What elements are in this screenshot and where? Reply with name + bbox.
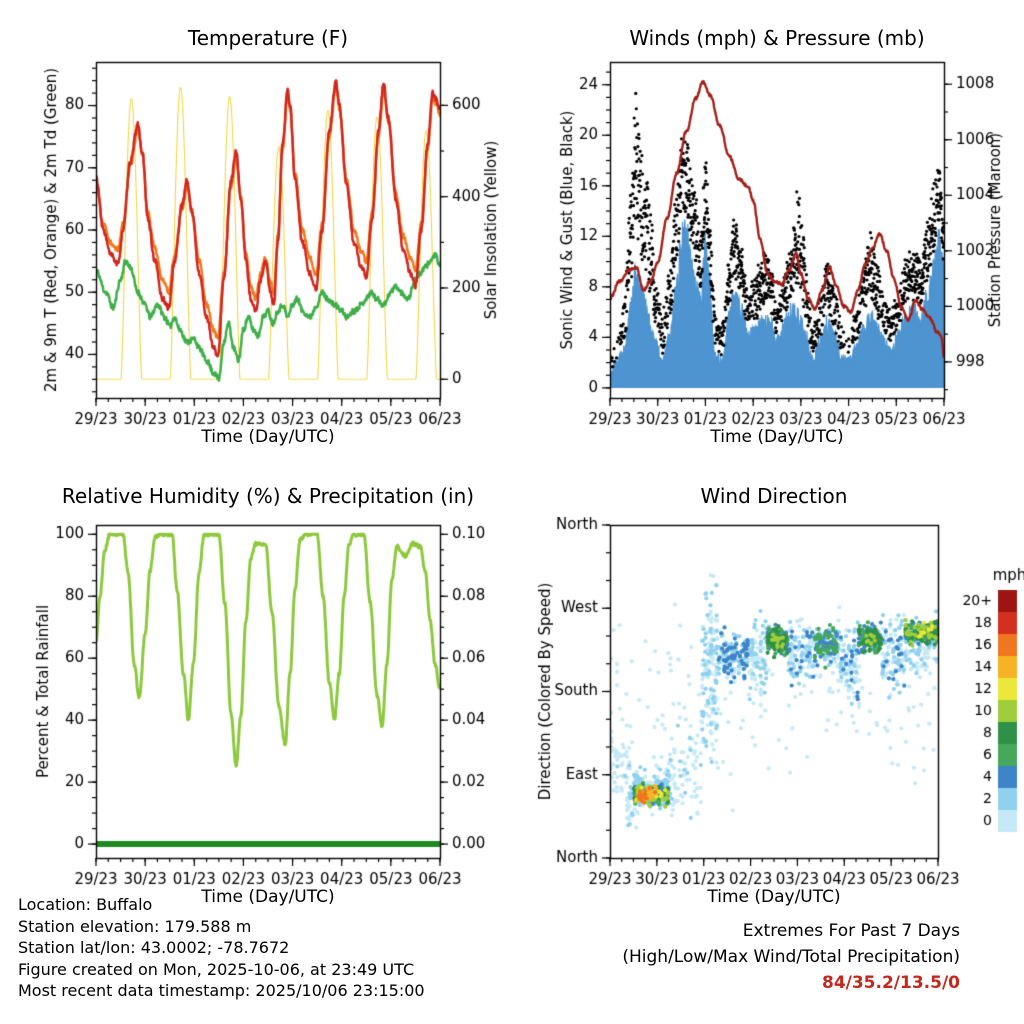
temperature-panel: Temperature (F) Time (Day/UTC) [0, 0, 512, 462]
winds-pressure-panel: Winds (mph) & Pressure (mb) Time (Day/UT… [512, 0, 1024, 462]
extremes-block: Extremes For Past 7 Days (High/Low/Max W… [536, 918, 960, 996]
extremes-values: 84/35.2/13.5/0 [821, 973, 960, 993]
station-location: Location: Buffalo [18, 895, 153, 914]
temperature-xlabel: Time (Day/UTC) [201, 427, 335, 447]
humidity-precip-xlabel: Time (Day/UTC) [201, 887, 335, 907]
wind-direction-panel: Wind Direction Time (Day/UTC) [512, 462, 1024, 922]
station-info: Location: Buffalo Station elevation: 179… [18, 894, 425, 1002]
humidity-precip-plot-canvas [0, 462, 512, 922]
extremes-title: Extremes For Past 7 Days [742, 921, 960, 941]
humidity-precip-panel: Relative Humidity (%) & Precipitation (i… [0, 462, 512, 922]
winds-pressure-title: Winds (mph) & Pressure (mb) [629, 26, 925, 50]
temperature-title: Temperature (F) [187, 26, 349, 50]
wind-direction-xlabel: Time (Day/UTC) [707, 887, 841, 907]
temperature-plot-canvas [0, 0, 512, 462]
wind-direction-plot-canvas [512, 462, 1024, 922]
winds-pressure-plot-canvas [512, 0, 1024, 462]
most-recent-data-timestamp: Most recent data timestamp: 2025/10/06 2… [18, 981, 425, 1000]
humidity-precip-title: Relative Humidity (%) & Precipitation (i… [61, 484, 475, 508]
wind-direction-title: Wind Direction [700, 484, 848, 508]
extremes-subtitle: (High/Low/Max Wind/Total Precipitation) [622, 947, 960, 967]
station-latlon: Station lat/lon: 43.0002; -78.7672 [18, 938, 290, 957]
winds-pressure-xlabel: Time (Day/UTC) [710, 427, 844, 447]
figure-created-timestamp: Figure created on Mon, 2025-10-06, at 23… [18, 959, 415, 979]
station-elevation: Station elevation: 179.588 m [18, 916, 252, 936]
